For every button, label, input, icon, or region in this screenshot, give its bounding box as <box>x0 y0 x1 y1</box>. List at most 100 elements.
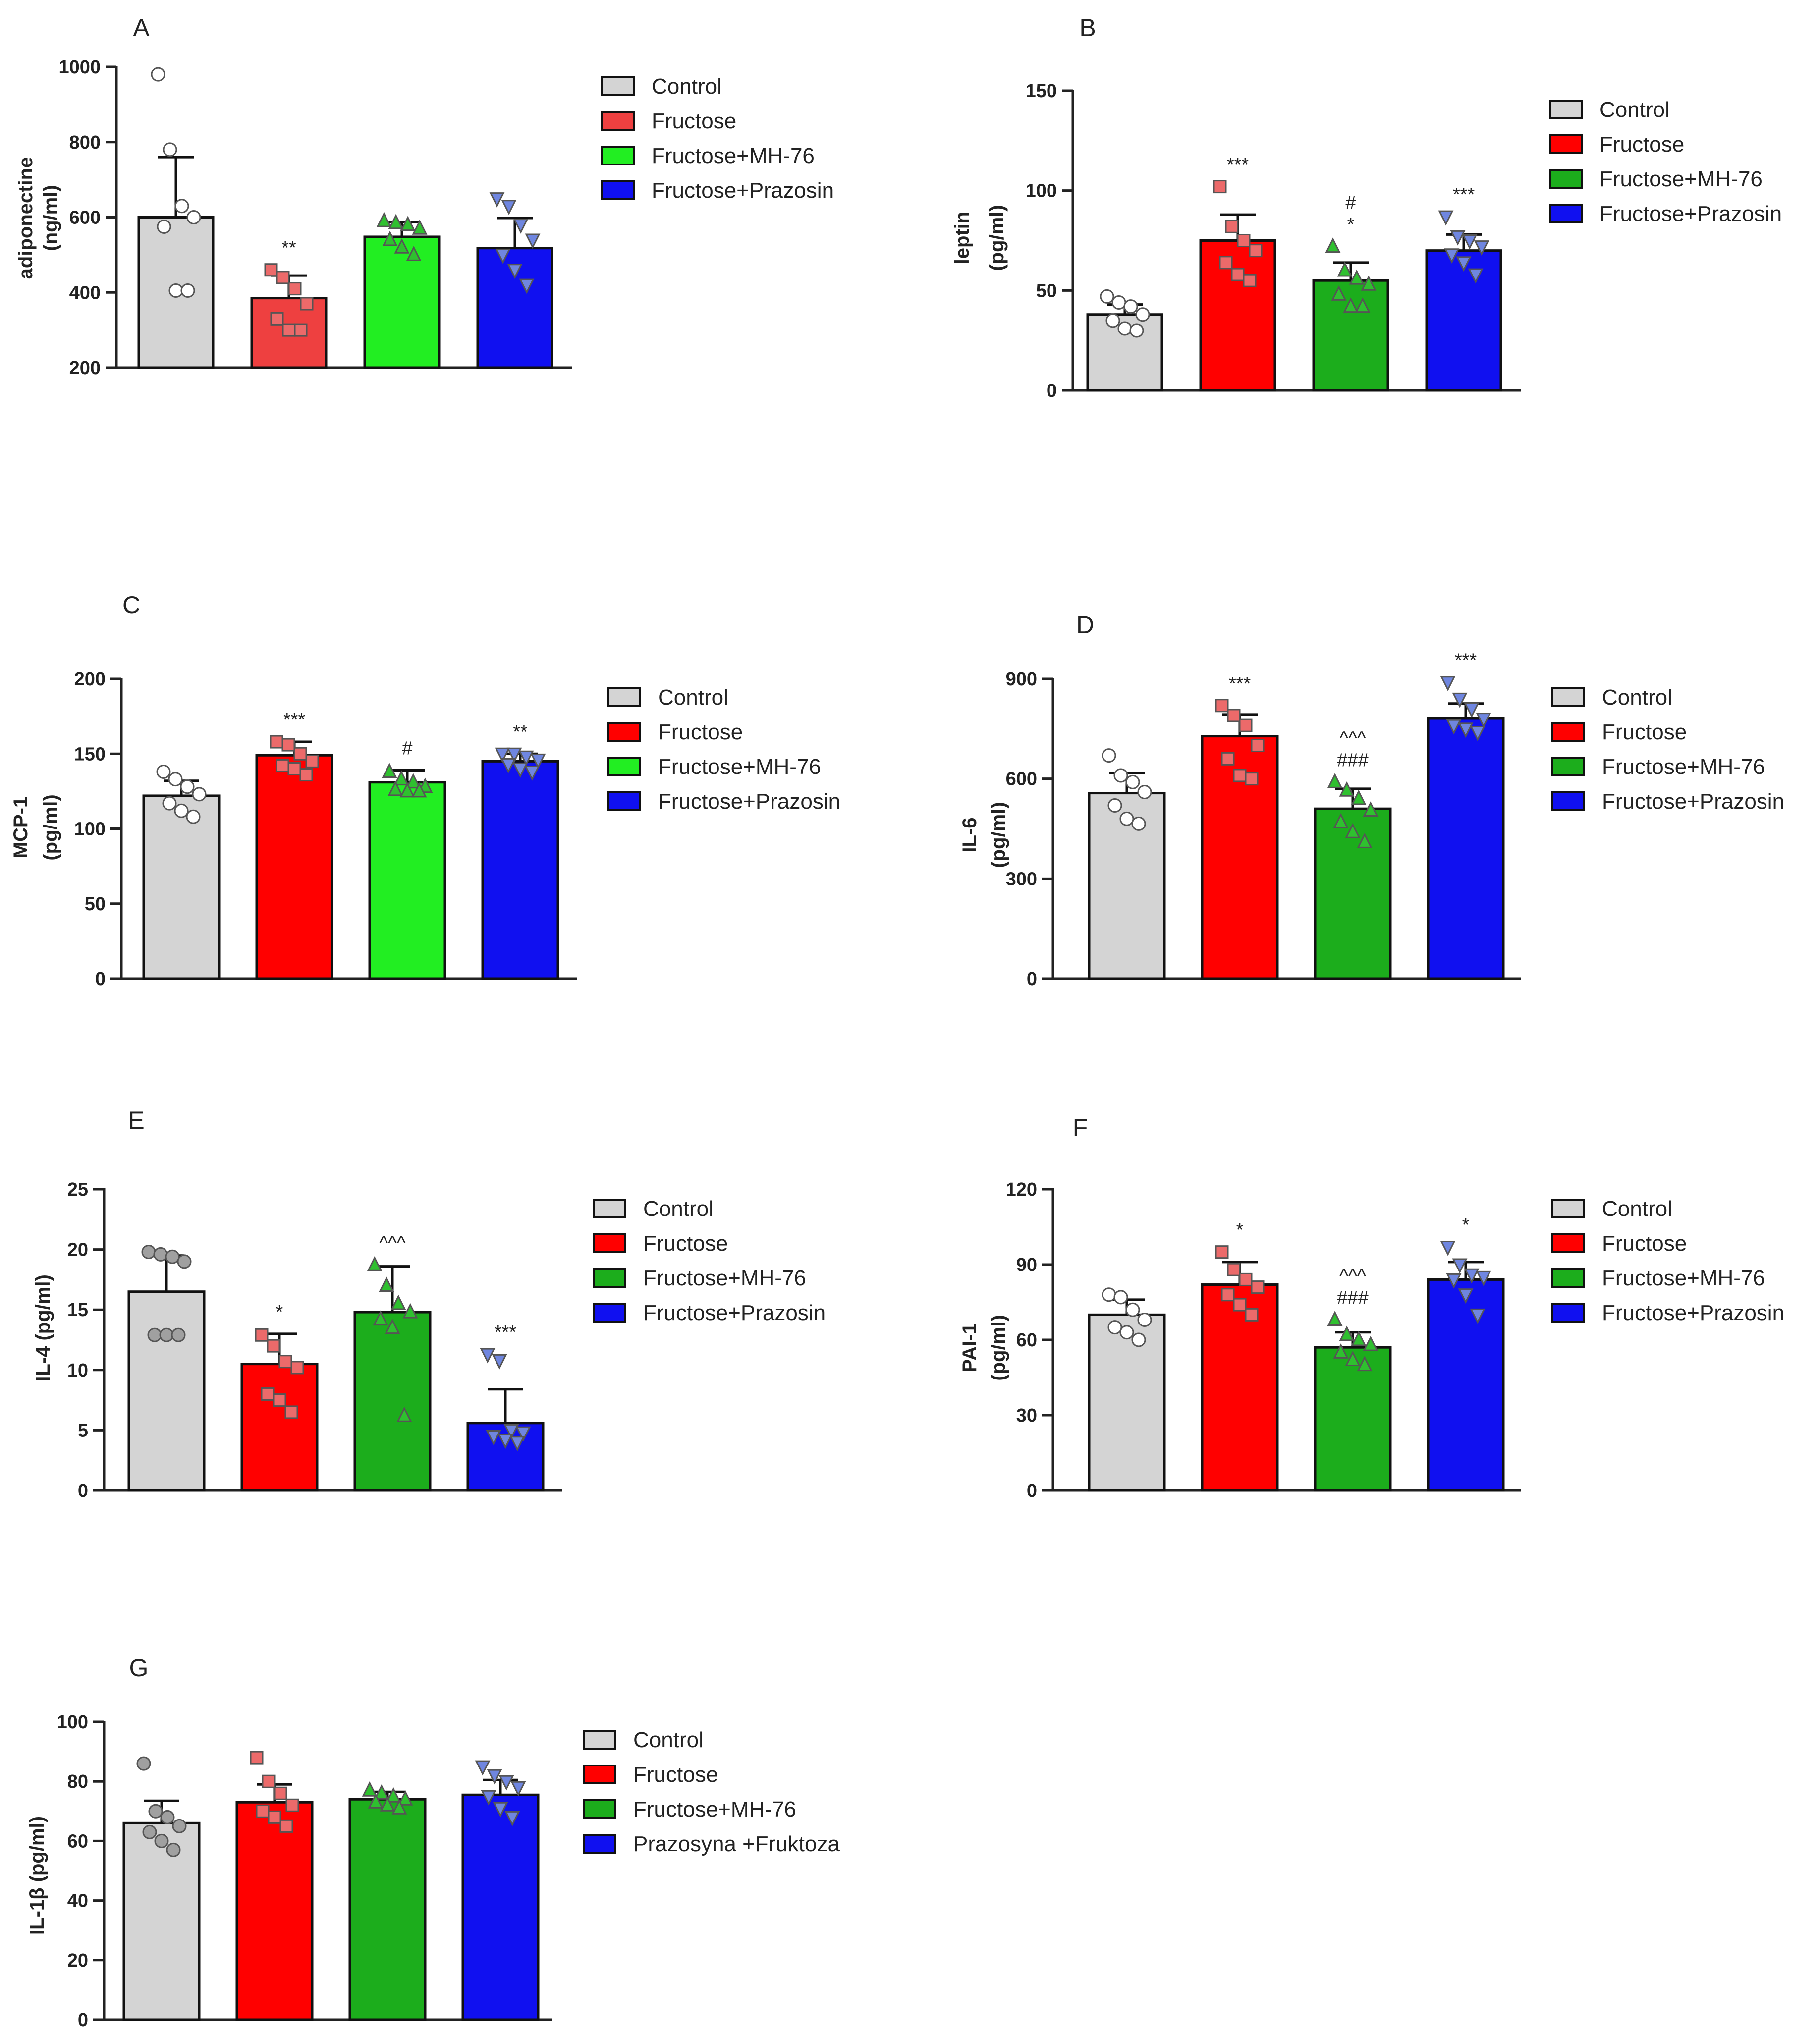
data-point <box>1107 1320 1122 1335</box>
bar-2 <box>353 1311 432 1492</box>
bar-2 <box>1312 279 1389 392</box>
legend-label: Fructose+Prazosin <box>643 1301 826 1325</box>
bar-3 <box>461 1793 540 2021</box>
data-point <box>174 199 189 214</box>
data-point <box>261 1387 275 1401</box>
data-point <box>509 1436 525 1452</box>
y-tick-label: 60 <box>67 1831 88 1852</box>
legend-swatch <box>1551 1303 1585 1323</box>
data-point <box>1343 297 1359 313</box>
data-point <box>1363 1335 1379 1351</box>
y-axis-label: IL-4 (pg/ml) <box>32 1274 54 1381</box>
data-point <box>1339 1325 1355 1341</box>
data-point <box>386 1787 401 1803</box>
bar-1 <box>1201 1283 1279 1492</box>
legend-label: Fructose <box>643 1231 728 1256</box>
data-point <box>388 214 404 229</box>
data-point <box>393 770 409 786</box>
panel-letter: D <box>1076 611 1094 639</box>
data-point <box>507 264 523 279</box>
data-point <box>510 1781 526 1797</box>
data-point <box>1219 256 1233 270</box>
data-point <box>177 1254 192 1269</box>
legend-swatch <box>1551 757 1585 776</box>
significance-label: ^^^ <box>1339 1266 1366 1286</box>
y-tick-label: 60 <box>1016 1330 1037 1351</box>
panel-letter: G <box>129 1654 149 1682</box>
data-point <box>1227 709 1241 722</box>
data-point <box>1464 1268 1480 1284</box>
data-point <box>367 1256 383 1271</box>
data-point <box>497 1434 513 1449</box>
data-point <box>1233 1298 1247 1312</box>
legend-swatch <box>1549 169 1583 189</box>
y-tick-label: 20 <box>67 1240 88 1261</box>
data-point <box>166 1842 181 1857</box>
data-point <box>382 230 398 246</box>
data-point <box>1456 256 1472 272</box>
y-axis-label: MCP-1 <box>10 797 32 858</box>
data-point <box>141 1244 156 1259</box>
data-point <box>168 283 183 298</box>
significance-label: *** <box>1227 155 1249 175</box>
y-tick-label: 80 <box>67 1771 88 1792</box>
data-point <box>285 1798 299 1812</box>
bar-1 <box>255 754 333 980</box>
data-point <box>278 1355 292 1369</box>
legend-label: Fructose+Prazosin <box>658 789 840 814</box>
data-point <box>1131 816 1146 831</box>
data-point <box>300 297 314 311</box>
significance-label: # <box>402 738 412 759</box>
data-point <box>186 809 201 824</box>
data-point <box>1474 240 1489 256</box>
data-point <box>1231 268 1245 281</box>
data-point <box>1119 811 1134 826</box>
data-point <box>1351 1330 1367 1346</box>
y-tick-label: 40 <box>67 1891 88 1912</box>
data-point <box>406 246 422 261</box>
data-point <box>1450 230 1466 246</box>
y-tick-label: 200 <box>74 669 106 690</box>
data-point <box>1452 692 1468 708</box>
data-point <box>147 1327 162 1342</box>
data-point <box>525 233 541 249</box>
data-point <box>299 768 313 782</box>
y-axis-unit-label: (pg/ml) <box>988 802 1009 868</box>
y-tick-label: 25 <box>67 1179 88 1200</box>
bar-1 <box>240 1363 319 1492</box>
legend-label: Fructose <box>1602 720 1687 744</box>
legend-label: Fructose+Prazosin <box>652 178 834 203</box>
bar-2 <box>368 781 446 980</box>
data-point <box>1215 699 1229 713</box>
data-point <box>1102 748 1116 763</box>
y-tick-label: 900 <box>1006 669 1037 690</box>
data-point <box>1225 220 1239 233</box>
data-point <box>160 1810 175 1824</box>
data-point <box>1129 323 1144 338</box>
data-point <box>1452 1258 1468 1274</box>
data-point <box>489 192 505 208</box>
data-point <box>500 758 516 773</box>
y-tick-label: 0 <box>78 1481 88 1501</box>
legend-label: Fructose+MH-76 <box>652 144 815 168</box>
significance-label: ** <box>513 721 528 742</box>
data-point <box>279 1819 293 1833</box>
y-axis-unit-label: (ng/ml) <box>40 185 61 251</box>
data-point <box>376 212 392 227</box>
data-point <box>486 1430 501 1445</box>
data-point <box>1239 1272 1253 1286</box>
legend-label: Control <box>1602 685 1672 710</box>
bar-2 <box>363 235 441 369</box>
data-point <box>481 1790 496 1806</box>
legend-swatch <box>583 1834 616 1854</box>
y-tick-label: 120 <box>1006 1179 1037 1200</box>
y-axis-label: leptin <box>951 212 973 265</box>
data-point <box>1345 823 1361 838</box>
y-tick-label: 0 <box>95 969 106 990</box>
data-point <box>180 779 195 794</box>
data-point <box>1438 210 1454 226</box>
data-point <box>290 1361 304 1375</box>
data-point <box>1251 738 1265 752</box>
data-point <box>498 1775 514 1791</box>
